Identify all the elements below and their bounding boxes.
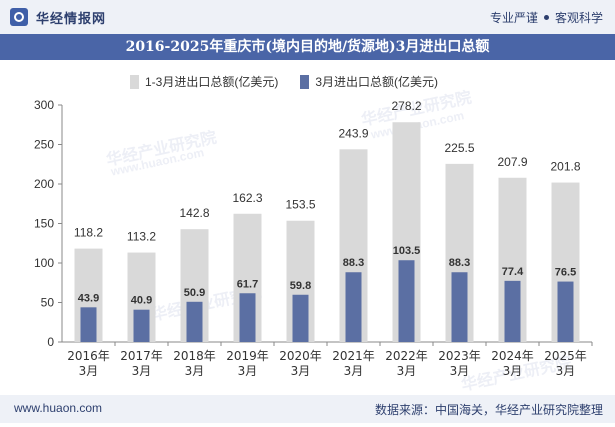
y-tick-label: 300	[34, 98, 54, 112]
x-tick-label: 3月	[344, 364, 364, 378]
x-tick-label: 2020年	[279, 349, 322, 363]
footer-source: 数据来源：中国海关，华经产业研究院整理	[374, 403, 603, 417]
legend-item-series2: 3月进出口总额(亿美元)	[300, 73, 438, 90]
brand-name: 华经情报网	[36, 10, 107, 26]
data-label-series2: 50.9	[184, 287, 205, 299]
y-tick-label: 250	[34, 138, 54, 152]
x-tick-label: 3月	[450, 364, 470, 378]
legend-swatch-series1	[130, 74, 139, 89]
data-label-series2: 61.7	[237, 278, 258, 290]
slogan: 专业严谨 客观科学	[490, 9, 603, 26]
data-label-series1: 278.2	[391, 99, 421, 113]
bar-series2	[133, 309, 150, 342]
data-label-series1: 201.8	[550, 160, 580, 174]
data-label-series1: 243.9	[338, 126, 368, 140]
data-label-series1: 225.5	[444, 141, 474, 155]
chart-legend: 1-3月进出口总额(亿美元) 3月进出口总额(亿美元)	[130, 73, 460, 90]
y-tick-label: 200	[34, 177, 54, 191]
legend-label-series1: 1-3月进出口总额(亿美元)	[145, 75, 279, 89]
title-bar: 2016-2025年重庆市(境内目的地/货源地)3月进出口总额	[0, 34, 615, 60]
slogan-right: 客观科学	[554, 11, 603, 25]
bar-series2	[557, 281, 574, 342]
data-label-series2: 76.5	[555, 267, 576, 279]
data-label-series2: 88.3	[449, 257, 470, 269]
data-label-series1: 162.3	[232, 191, 262, 205]
x-tick-label: 3月	[291, 364, 311, 378]
x-tick-label: 3月	[132, 364, 152, 378]
y-tick-label: 0	[47, 335, 54, 349]
bullet-dot-icon	[543, 15, 549, 20]
brand: 华经情报网	[10, 7, 106, 27]
x-tick-label: 2024年	[491, 349, 534, 363]
data-label-series1: 118.2	[74, 226, 103, 240]
bar-series2	[186, 301, 203, 342]
x-tick-label: 3月	[503, 364, 523, 378]
footer-bar: www.huaon.com 数据来源：中国海关，华经产业研究院整理	[0, 395, 615, 423]
bar-series2	[398, 260, 415, 342]
x-tick-label: 3月	[79, 364, 99, 378]
data-label-series1: 113.2	[127, 230, 156, 244]
data-label-series2: 88.3	[343, 257, 364, 269]
legend-swatch-series2	[300, 74, 310, 89]
bar-series2	[345, 272, 362, 342]
x-tick-label: 2022年	[385, 349, 428, 363]
x-tick-label: 2018年	[173, 349, 216, 363]
x-tick-label: 3月	[556, 364, 576, 378]
y-tick-label: 150	[34, 217, 54, 231]
brand-logo-icon	[10, 8, 28, 26]
data-label-series2: 43.9	[78, 292, 99, 304]
x-tick-label: 2019年	[226, 349, 269, 363]
data-label-series1: 142.8	[179, 206, 209, 220]
x-tick-label: 2021年	[332, 349, 375, 363]
slogan-left: 专业严谨	[489, 11, 538, 25]
bar-series2	[239, 293, 256, 342]
legend-label-series2: 3月进出口总额(亿美元)	[315, 75, 439, 89]
y-tick-label: 100	[34, 256, 54, 270]
legend-item-series1: 1-3月进出口总额(亿美元)	[130, 73, 278, 90]
x-tick-label: 2017年	[120, 349, 163, 363]
x-tick-label: 2023年	[438, 349, 481, 363]
data-label-series2: 40.9	[131, 295, 152, 307]
header-bar: 华经情报网 专业严谨 客观科学	[0, 0, 615, 34]
x-tick-label: 3月	[185, 364, 205, 378]
data-label-series2: 77.4	[502, 266, 524, 278]
bar-series2	[504, 280, 521, 342]
bar-series2	[80, 307, 97, 342]
data-label-series1: 207.9	[497, 155, 527, 169]
y-tick-label: 50	[41, 296, 55, 310]
data-label-series2: 103.5	[393, 245, 421, 257]
data-label-series2: 59.8	[290, 280, 311, 292]
data-label-series1: 153.5	[285, 198, 315, 212]
chart-title: 2016-2025年重庆市(境内目的地/货源地)3月进出口总额	[125, 39, 490, 55]
x-tick-label: 2016年	[67, 349, 110, 363]
x-tick-label: 3月	[397, 364, 417, 378]
bar-series2	[451, 272, 468, 342]
footer-url: www.huaon.com	[14, 401, 103, 415]
x-tick-label: 2025年	[544, 349, 587, 363]
x-tick-label: 3月	[238, 364, 258, 378]
bar-series2	[292, 294, 309, 342]
